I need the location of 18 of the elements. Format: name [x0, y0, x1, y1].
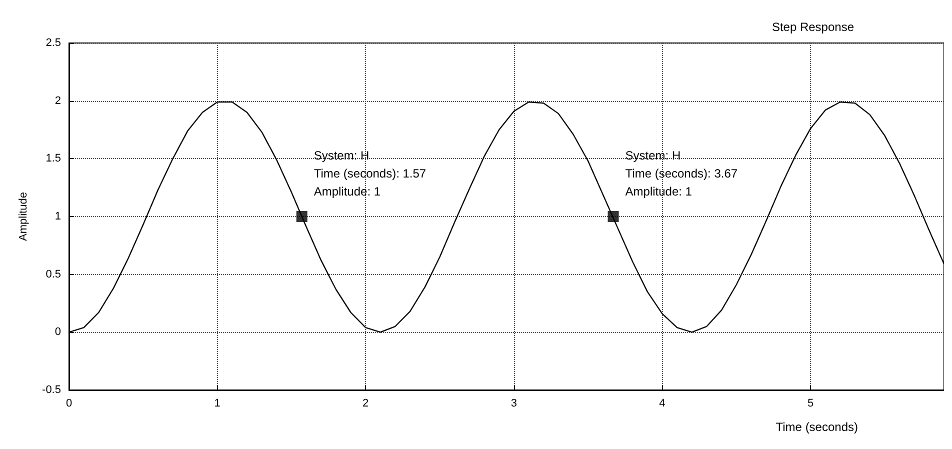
y-axis-title: Amplitude — [18, 192, 30, 241]
annotation: System: H Time (seconds): 1.57 Amplitude: 1 — [314, 148, 426, 198]
x-tick-label: 5 — [807, 398, 814, 410]
x-tick-label: 1 — [214, 398, 220, 410]
x-tick-label: 3 — [510, 398, 517, 410]
y-tick-label: 1.5 — [46, 152, 61, 165]
y-tick-label: 2 — [54, 94, 61, 107]
y-tick-label: 1 — [54, 210, 61, 222]
x-tick-label: 2 — [362, 398, 369, 410]
y-tick-label: 0 — [54, 326, 61, 338]
annotation: System: H Time (seconds): 3.67 Amplitude: 1 — [625, 148, 738, 198]
y-tick-label: 0.5 — [46, 268, 61, 280]
x-tick-label: 4 — [659, 398, 666, 410]
x-axis-title: Time (seconds) — [776, 420, 858, 434]
y-tick-label: 2.5 — [46, 37, 61, 49]
y-tick-label: -0.5 — [42, 384, 61, 396]
x-tick-label: 0 — [66, 398, 72, 410]
chart-title: Step Response — [772, 20, 854, 34]
